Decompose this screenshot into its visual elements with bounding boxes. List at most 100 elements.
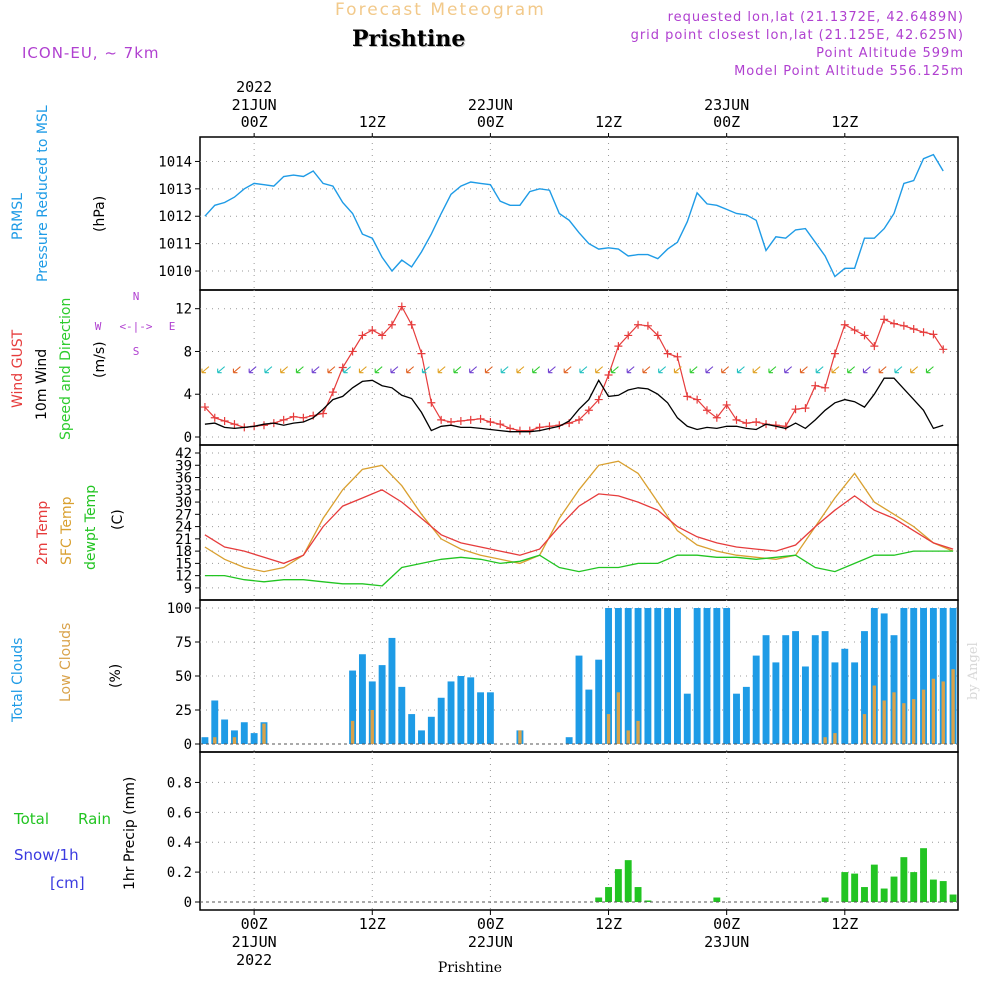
total-cloud-bar [703, 608, 711, 744]
low-cloud-bar [882, 700, 886, 744]
gust-marker [279, 415, 288, 424]
dewpt-label: dewpt Temp [83, 485, 99, 570]
low-cloud-bar [862, 714, 867, 744]
gust-marker [909, 325, 918, 334]
total-cloud-bar [673, 608, 681, 744]
rain-bar [605, 887, 612, 902]
gust-marker [299, 413, 308, 422]
panel-frame-2 [199, 444, 959, 601]
rain-bar [841, 872, 849, 902]
total-cloud-bar [418, 730, 425, 744]
y-tick-label: 0.8 [167, 775, 192, 791]
top-axis-date: 22JUN [468, 96, 513, 114]
precip-unit: 1hr Precip (mm) [122, 777, 138, 890]
y-tick-label: 24 [175, 520, 192, 536]
grid-coords: grid point closest lon,lat (21.125E, 42.… [630, 28, 964, 43]
gust-marker [801, 404, 810, 413]
wind-direction-arrow [752, 366, 761, 374]
top-axis-hour: 00Z [713, 113, 740, 131]
gust-marker [840, 320, 849, 329]
total-cloud-bar [742, 686, 750, 744]
low-cloud-bar [892, 692, 896, 744]
y-tick-label: 33 [175, 483, 192, 499]
total-cloud-bar [614, 608, 622, 744]
gust-marker [939, 345, 948, 354]
gust-marker [811, 381, 820, 390]
low-cloud-bar [626, 730, 630, 744]
low-cloud-bar [872, 685, 876, 744]
wind-direction-arrow [689, 366, 698, 374]
gust-marker [702, 406, 711, 415]
point-altitude: Point Altitude 599m [816, 46, 964, 61]
gust-marker [328, 388, 337, 397]
total-cloud-bar [644, 608, 652, 744]
gust-marker [338, 363, 347, 372]
pressure-unit: (hPa) [92, 196, 108, 232]
rain-bar [929, 879, 937, 902]
total-cloud-bar [939, 608, 947, 744]
wind-direction-arrow [831, 366, 840, 374]
gust-marker [870, 342, 879, 351]
gust-marker [378, 331, 387, 340]
gust-marker [210, 413, 219, 422]
y-tick-label: 0.6 [167, 805, 192, 821]
wind-direction-arrow [516, 366, 525, 374]
wind-direction-arrow [358, 366, 367, 374]
low-cloud-bar [921, 689, 926, 744]
wind-direction-arrow [736, 366, 745, 374]
total-cloud-bar [605, 608, 612, 744]
total-cloud-bar [398, 686, 406, 744]
y-tick-label: 39 [175, 458, 192, 474]
gust-marker [466, 415, 475, 424]
top-axis-date: 21JUN [232, 96, 277, 114]
gust-marker [752, 418, 761, 427]
rain-bar [713, 897, 721, 902]
gust-marker [860, 331, 869, 340]
sfc-temp-line [204, 460, 954, 573]
total-cloud-bar [575, 655, 583, 744]
gust-marker [289, 412, 298, 421]
y-tick-label: 0.4 [167, 835, 192, 851]
low-cloud-bar [262, 723, 266, 744]
total-cloud-bar [861, 631, 868, 744]
y-tick-label: 42 [175, 446, 192, 462]
pressure-label: PRMSL [10, 193, 26, 240]
wind-line [204, 377, 944, 433]
gust-marker [614, 342, 623, 351]
requested-coords: requested lon,lat (21.1372E, 42.6489N) [667, 10, 964, 25]
total-cloud-bar [683, 693, 691, 744]
wind-direction-arrow [579, 366, 588, 374]
wind-direction-arrow [232, 366, 241, 374]
low-cloud-bar [616, 692, 621, 744]
total-cloud-bar [693, 608, 701, 744]
total-cloud-bar [595, 659, 603, 744]
model-altitude: Model Point Altitude 556.125m [734, 64, 964, 79]
low-cloud-bar [931, 678, 936, 744]
total-cloud-bar [388, 637, 396, 744]
y-tick-label: 15 [175, 556, 192, 572]
top-axis-hour: 00Z [241, 113, 268, 131]
footer-station: Prishtine [438, 960, 502, 976]
low-cloud-bar [833, 733, 837, 744]
wind-direction-arrow [311, 366, 320, 374]
gust-marker [634, 320, 643, 329]
wind-direction-arrow [595, 366, 604, 374]
wind-unit: (m/s) [92, 341, 108, 378]
gust-marker [821, 383, 830, 392]
bottom-axis-date: 22JUN [468, 933, 513, 951]
total-cloud-bar [447, 681, 455, 744]
bottom-axis-hour: 12Z [595, 915, 622, 933]
total-cloud-bar [772, 662, 780, 744]
wind-direction-arrow [327, 366, 336, 374]
total-cloud-bar [929, 608, 937, 744]
low-cloud-bar [606, 714, 611, 744]
y-tick-label: 25 [175, 703, 192, 719]
gust-marker [742, 419, 751, 428]
total-cloud-bar [250, 733, 258, 744]
rain-bar [900, 857, 908, 902]
total-cloud-bar [624, 608, 632, 744]
total-cloud-bar [486, 692, 494, 744]
gust-marker [397, 302, 406, 311]
wind-direction-arrow [547, 366, 556, 374]
